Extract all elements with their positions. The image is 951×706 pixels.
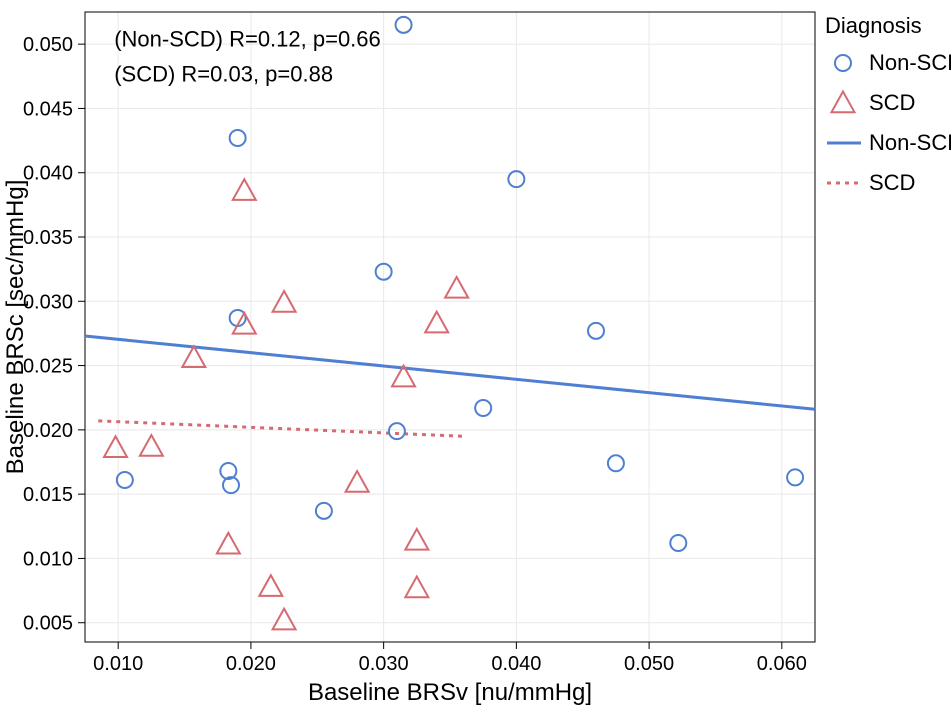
chart-background (0, 0, 951, 706)
x-tick-label: 0.010 (93, 653, 143, 675)
y-tick-label: 0.015 (23, 484, 73, 506)
x-tick-label: 0.050 (624, 653, 674, 675)
y-tick-label: 0.050 (23, 34, 73, 56)
scatter-chart: 0.010 0.020 0.030 0.040 0.050 0.060 0.005 0.010… (0, 0, 951, 706)
legend-label: SCD (869, 90, 915, 115)
y-tick-label: 0.040 (23, 163, 73, 185)
annotation-text: (SCD) R=0.03, p=0.88 (114, 61, 333, 86)
legend-label: SCD (869, 170, 915, 195)
y-tick-label: 0.025 (23, 356, 73, 378)
y-tick-label: 0.030 (23, 291, 73, 313)
y-tick-label: 0.005 (23, 613, 73, 635)
y-axis-label: Baseline BRSc [sec/mmHg] (2, 180, 29, 475)
y-tick-label: 0.020 (23, 420, 73, 442)
x-tick-label: 0.030 (359, 653, 409, 675)
annotation-text: (Non-SCD) R=0.12, p=0.66 (114, 27, 381, 52)
legend-title: Diagnosis (825, 13, 922, 38)
x-tick-label: 0.040 (491, 653, 541, 675)
legend-label: Non-SCD (869, 50, 951, 75)
y-tick-label: 0.010 (23, 548, 73, 570)
x-axis-label: Baseline BRSv [nu/mmHg] (308, 679, 592, 706)
y-tick-label: 0.045 (23, 98, 73, 120)
legend-label: Non-SCD (869, 130, 951, 155)
x-tick-label: 0.020 (226, 653, 276, 675)
x-tick-label: 0.060 (757, 653, 807, 675)
chart-svg: 0.010 0.020 0.030 0.040 0.050 0.060 0.005 0.010… (0, 0, 951, 706)
y-tick-label: 0.035 (23, 227, 73, 249)
